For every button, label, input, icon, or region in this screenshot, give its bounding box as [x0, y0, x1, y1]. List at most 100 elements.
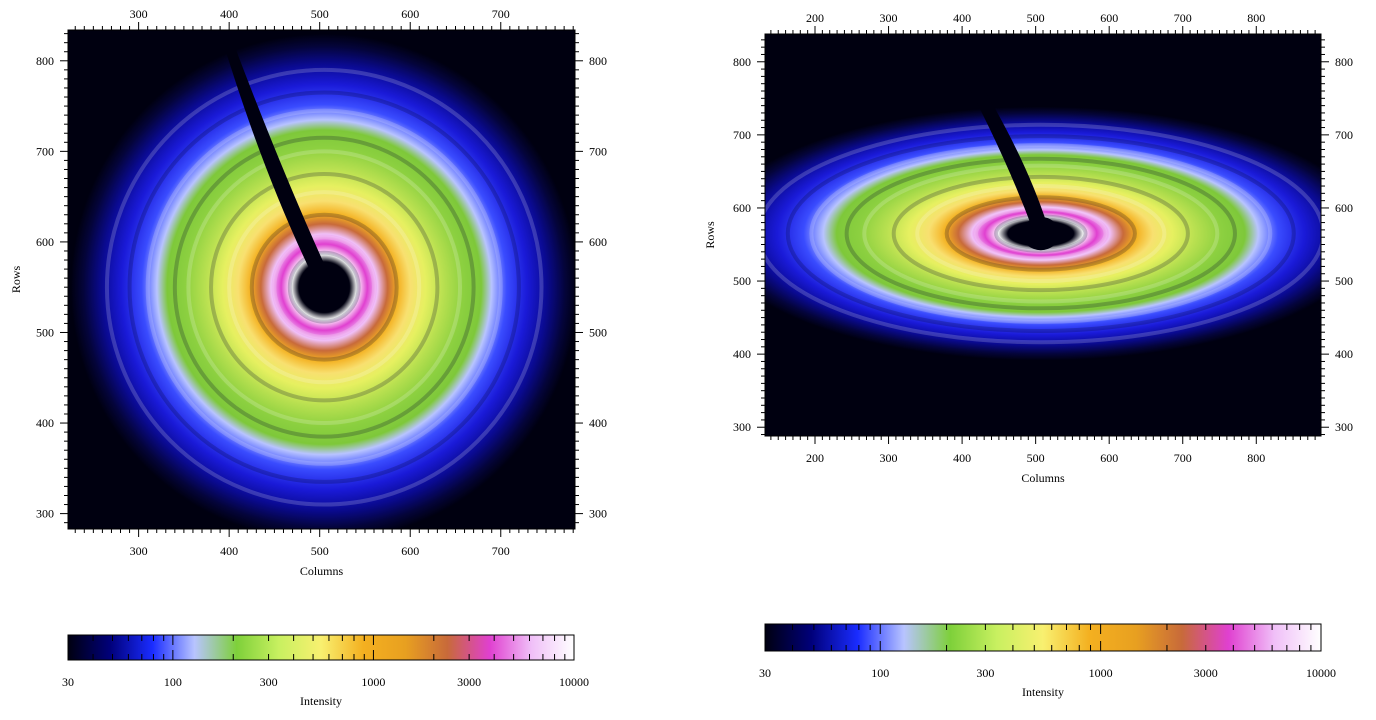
x-tick-label-top: 600 [1100, 11, 1118, 25]
x-tick-label-top: 600 [401, 7, 419, 21]
y-tick-label-left: 500 [733, 274, 751, 288]
diffraction-ring [145, 108, 503, 466]
x-tick-label-bottom: 500 [311, 544, 329, 558]
x-tick-label-top: 300 [130, 7, 148, 21]
diffraction-ring [272, 235, 377, 340]
x-tick-label-bottom: 800 [1247, 451, 1265, 465]
colorbar-tick-label: 300 [260, 675, 278, 689]
diffraction-ring [287, 250, 361, 324]
x-tick-label-bottom: 300 [130, 544, 148, 558]
diffraction-ring [785, 134, 1296, 333]
y-tick-label-right: 800 [1335, 55, 1353, 69]
diffraction-ring [186, 149, 463, 426]
x-tick-label-top: 500 [1027, 11, 1045, 25]
diffraction-ring [104, 67, 544, 507]
x-tick-label-bottom: 400 [953, 451, 971, 465]
diffraction-ring [915, 183, 1167, 284]
y-axis-label: Rows [9, 266, 23, 294]
colorbar-tick-label: 100 [871, 666, 889, 680]
colorbar-tick-label: 100 [164, 675, 182, 689]
x-tick-label-bottom: 600 [1100, 451, 1118, 465]
y-tick-label-right: 600 [1335, 201, 1353, 215]
x-tick-label-bottom: 200 [806, 451, 824, 465]
colorbar-tick-label: 3000 [1194, 666, 1218, 680]
colorbar-tick-label: 30 [62, 675, 74, 689]
heatmap-image [68, 30, 575, 529]
colorbar-tick-label: 3000 [457, 675, 481, 689]
colorbar-tick-label: 300 [976, 666, 994, 680]
beamstop-arm [223, 42, 331, 284]
diffraction-ring [862, 163, 1220, 304]
colorbar-ticks [764, 624, 1322, 651]
y-tick-label-right: 500 [1335, 274, 1353, 288]
colorbar-tick-label: 30 [759, 666, 771, 680]
y-tick-label-right: 400 [1335, 347, 1353, 361]
y-axis-label: Rows [703, 221, 717, 249]
y-tick-label-right: 600 [589, 235, 607, 249]
x-tick-label-top: 700 [492, 7, 510, 21]
y-tick-label-left: 300 [733, 420, 751, 434]
y-tick-label-right: 700 [589, 144, 607, 158]
x-tick-label-top: 700 [1174, 11, 1192, 25]
x-axis-label: Columns [1021, 471, 1065, 485]
x-tick-label-bottom: 600 [401, 544, 419, 558]
x-tick-label-top: 400 [220, 7, 238, 21]
colorbar-tick-label: 1000 [1089, 666, 1113, 680]
diffraction-ring [891, 174, 1190, 293]
y-tick-label-left: 400 [36, 416, 54, 430]
colorbar-tick-label: 10000 [1306, 666, 1336, 680]
colorbar-tick-label: 1000 [361, 675, 385, 689]
beamstop-arm [947, 46, 1047, 230]
x-tick-label-top: 300 [880, 11, 898, 25]
diffraction-ring [172, 135, 476, 439]
colorbar-1: 30 100 300 1000 3000 10000 Intensity [62, 634, 589, 708]
y-tick-label-right: 500 [589, 325, 607, 339]
x-tick-label-top: 500 [311, 7, 329, 21]
diffraction-ring [809, 143, 1273, 324]
diffraction-ring [227, 190, 422, 385]
diffraction-ring [209, 171, 440, 403]
y-tick-label-right: 700 [1335, 128, 1353, 142]
y-tick-label-left: 600 [36, 235, 54, 249]
colorbar-gradient [764, 623, 1322, 652]
plot-frame [67, 29, 576, 530]
colorbar-2: 30 100 300 1000 3000 10000 Intensity [759, 623, 1336, 699]
minor-ticks [757, 26, 1329, 444]
colorbar-tick-label: 10000 [559, 675, 589, 689]
colorbar-label: Intensity [300, 694, 342, 708]
y-tick-label-left: 600 [733, 201, 751, 215]
y-tick-label-left: 700 [36, 144, 54, 158]
y-tick-label-left: 800 [733, 55, 751, 69]
colorbar-label: Intensity [1022, 685, 1064, 699]
x-tick-label-top: 800 [1247, 11, 1265, 25]
diffraction-ring [127, 90, 521, 484]
x-tick-label-bottom: 700 [1174, 451, 1192, 465]
x-tick-label-bottom: 700 [492, 544, 510, 558]
diffraction-ring [944, 195, 1137, 272]
colorbar-ticks [67, 635, 575, 660]
y-tick-label-left: 500 [36, 325, 54, 339]
heatmap-image [765, 34, 1321, 436]
diffraction-ring [765, 122, 1321, 345]
chart-panel-2: 200 200 300 300 400 400 500 500 600 600 700 700 800 8… [703, 11, 1353, 485]
y-tick-label-left: 300 [36, 507, 54, 521]
x-tick-label-bottom: 300 [880, 451, 898, 465]
y-tick-label-right: 400 [589, 416, 607, 430]
x-tick-label-top: 400 [953, 11, 971, 25]
y-tick-label-right: 300 [589, 507, 607, 521]
chart-panel-1: 300 300 400 400 500 500 600 600 700 700 300 300 400 4… [9, 7, 607, 578]
y-tick-label-left: 400 [733, 347, 751, 361]
y-tick-label-right: 800 [589, 54, 607, 68]
y-tick-label-left: 800 [36, 54, 54, 68]
x-axis-label: Columns [300, 564, 344, 578]
x-tick-label-top: 200 [806, 11, 824, 25]
minor-ticks [60, 22, 583, 537]
x-tick-label-bottom: 400 [220, 544, 238, 558]
y-tick-label-right: 300 [1335, 420, 1353, 434]
y-tick-label-left: 700 [733, 128, 751, 142]
diffraction-ring [249, 212, 399, 362]
diffraction-ring [844, 156, 1237, 311]
x-tick-label-bottom: 500 [1027, 451, 1045, 465]
colorbar-gradient [67, 634, 575, 661]
